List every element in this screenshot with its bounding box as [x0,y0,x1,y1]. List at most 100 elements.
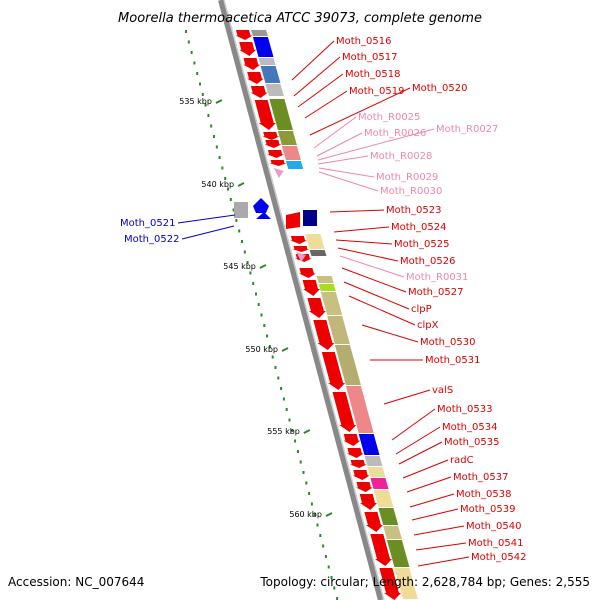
guide-dot [215,145,218,149]
guide-dot [299,460,302,464]
leader-line [341,267,407,293]
guide-dot [201,93,204,96]
gene-block [320,292,343,315]
tick-label: 535 kbp [179,97,212,106]
map-title: Moorella thermoacetica ATCC 39073, compl… [118,11,482,26]
gene-block [378,508,399,525]
gene-arrow [235,30,253,40]
leader-line [415,542,467,551]
gene-block [345,386,374,433]
leader-line [383,389,431,405]
tick-mark [259,264,267,269]
gene-arrow [307,298,326,318]
leader-line [398,441,443,465]
gene-label: Moth_0522 [124,234,179,245]
gene-arrow [292,246,310,252]
gene-block [269,99,293,130]
gene-arrow [264,140,282,148]
gene-features [234,30,401,600]
gene-block [281,146,301,160]
gene-block [383,526,402,539]
gene-arrow [332,392,357,432]
gene-arrow [262,132,280,140]
leader-line [329,209,385,213]
gene-label: Moth_0540 [466,521,521,532]
guide-dot [308,492,311,495]
tick-label: 560 kbp [289,510,322,519]
gene-block [285,161,304,169]
tick-mark [237,182,245,187]
guide-dot [235,219,238,222]
gene-arrow [298,268,316,278]
gene-block [370,478,389,489]
tick-mark [215,99,223,104]
guide-dot [218,156,221,159]
leader-line [316,132,363,157]
gene-label: clpP [411,304,432,315]
guide-dot [288,418,291,422]
guide-dot [291,429,294,432]
guide-dot [187,40,190,44]
guide-dot [316,523,319,527]
guide-dot [229,198,232,201]
leader-line [333,226,390,233]
gene-label: Moth_0516 [336,36,391,47]
guide-dot [246,261,249,264]
gene-arrow [321,352,346,390]
guide-dot [330,576,333,579]
gene-label: Moth_R0028 [370,151,432,162]
gene-block [334,345,361,385]
leader-line [313,116,357,149]
guide-dot [257,303,260,306]
backbone-line [218,0,384,600]
guide-dot [232,208,235,212]
gene-block [358,434,380,455]
gene-label: Moth_0518 [345,69,400,80]
gene-block [260,66,281,83]
guide-dot [252,282,255,285]
gene-block [309,250,327,256]
leader-line [317,155,369,165]
leader-line [304,90,348,119]
backbone-highlight [223,0,385,600]
leader-line [409,493,455,508]
guide-dot [336,597,339,600]
guide-dot [199,82,201,86]
gene-label: Moth_0526 [400,256,455,267]
leader-line [309,87,411,136]
gene-label: Moth_R0026 [364,128,426,139]
accession-text: Accession: NC_007644 [8,575,144,589]
guide-dot [207,114,210,117]
guide-dot [238,229,241,233]
gene-label: Moth_0541 [468,538,523,549]
gene-arrow [359,494,377,510]
gene-label: radC [450,455,474,466]
gene-arrow [254,100,276,130]
guide-dot [271,355,274,359]
leader-line [406,476,452,493]
guide-dot [305,481,308,485]
gene-block [364,456,383,466]
guide-dot [249,271,252,275]
gene-arrow [243,58,261,70]
guide-dot [241,240,243,243]
guide-dot [310,502,313,506]
leader-line [177,214,236,224]
leader-line [413,525,465,536]
gene-label: valS [432,385,453,396]
gene-arrow [343,434,361,446]
guide-dot [322,544,325,548]
guide-dot [213,135,215,138]
gene-label: Moth_0519 [349,86,404,97]
guide-dot [327,565,330,569]
gene-label: Moth_0517 [342,52,397,63]
guide-dot [243,250,246,254]
gene-arrow [349,460,367,468]
leader-line [318,167,375,178]
guide-dot [193,61,196,65]
tick-label: 545 kbp [223,262,256,271]
guide-dot [255,292,257,296]
gene-label: Moth_0537 [453,472,508,483]
gene-arrow [302,280,320,296]
gene-arrow [379,568,401,600]
